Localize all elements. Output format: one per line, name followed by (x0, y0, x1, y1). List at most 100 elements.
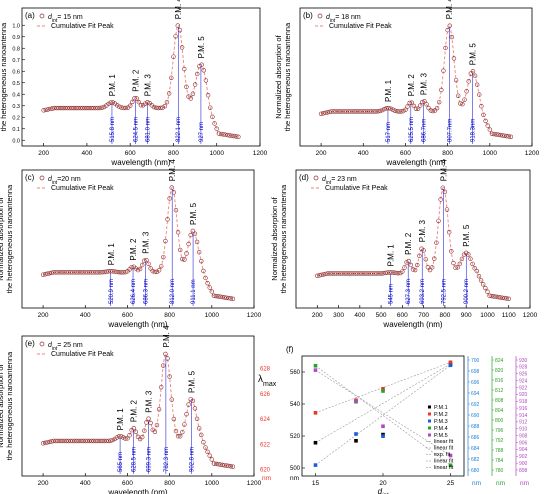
x-tick-label: 300 (333, 312, 344, 319)
data-point (391, 270, 397, 275)
peak-wavelength-label: 807.7nm (447, 119, 453, 142)
data-point (68, 438, 73, 444)
data-point (144, 257, 149, 263)
legend-label: P.M.4 (434, 426, 448, 432)
right-tick-label: 908 (519, 433, 528, 439)
data-point (228, 296, 234, 301)
data-point (344, 271, 350, 276)
data-point (389, 270, 394, 275)
plot-frame (21, 7, 261, 147)
data-point (411, 103, 417, 109)
x-tick-label: 1200 (523, 312, 538, 319)
x-tick-label: 1000 (205, 312, 220, 319)
data-point (138, 103, 144, 108)
data-point (165, 217, 170, 222)
peak-label: P.M. 3 (418, 220, 427, 243)
legend-symbol: d (48, 14, 53, 21)
data-point (66, 438, 71, 444)
x-tick-label: 600 (122, 312, 133, 319)
data-point (123, 105, 129, 111)
data-point (140, 262, 145, 268)
data-point (342, 109, 347, 114)
data-point (224, 463, 229, 468)
data-point (354, 109, 360, 114)
legend-marker (313, 175, 319, 181)
data-point (483, 285, 488, 291)
series-point (313, 368, 318, 372)
data-point (439, 87, 444, 93)
data-point (441, 68, 446, 73)
data-point (173, 428, 179, 434)
data-point (207, 453, 212, 458)
data-point (327, 271, 333, 276)
y-tick-label: 0.4 (12, 92, 20, 98)
data-point (83, 438, 88, 444)
x-tick-label: 1000 (205, 480, 220, 487)
data-point (161, 363, 166, 368)
right-tick-label: 780 (495, 468, 504, 474)
data-point (420, 99, 425, 105)
right-tick-label: 684 (471, 446, 480, 452)
data-point (466, 79, 471, 84)
x-tick-label: 600 (122, 480, 133, 487)
data-point (325, 110, 330, 115)
data-point (169, 397, 174, 402)
x-tick-label: 400 (81, 150, 92, 157)
data-point (500, 133, 505, 138)
data-point (228, 464, 234, 469)
data-point (438, 197, 443, 202)
data-point (86, 105, 92, 111)
data-point (95, 270, 101, 275)
data-point (47, 106, 53, 112)
data-point (106, 101, 111, 107)
legend-label-data: dint= 23 nm (322, 176, 357, 186)
data-point (121, 435, 126, 440)
data-point (236, 134, 241, 140)
legend-symbol: d (322, 176, 327, 183)
data-point (340, 271, 345, 276)
data-point (361, 109, 366, 114)
data-point (368, 271, 373, 276)
plot-frame (21, 335, 255, 477)
data-point (64, 438, 69, 444)
data-point (400, 269, 405, 274)
data-point (367, 109, 372, 114)
data-point (182, 257, 187, 262)
data-point (58, 105, 64, 111)
data-point (192, 82, 198, 87)
legend-label-fit: Cumulative Fit Peak (51, 185, 114, 192)
data-point (332, 271, 337, 276)
series-point (354, 439, 358, 443)
data-point (225, 132, 230, 138)
data-point (182, 66, 187, 72)
data-point (140, 434, 145, 440)
data-point (95, 105, 100, 111)
peak-label: P.M. 3 (142, 231, 151, 254)
data-point (498, 132, 503, 138)
data-point (64, 270, 69, 275)
data-point (60, 105, 66, 111)
data-point (160, 105, 165, 110)
peak-label: P.M. 2 (404, 232, 413, 255)
data-point (358, 109, 364, 114)
data-point (201, 268, 206, 274)
data-point (455, 265, 460, 270)
data-point (211, 293, 217, 298)
data-point (375, 109, 381, 114)
data-point (327, 109, 332, 115)
data-point (89, 105, 94, 111)
data-point (418, 103, 423, 108)
data-point (177, 434, 183, 439)
data-point (61, 438, 67, 444)
data-point (331, 109, 336, 114)
data-point (371, 109, 377, 114)
data-point (493, 132, 499, 137)
pm2-tick-label: 626 (260, 392, 271, 398)
data-point (460, 102, 465, 107)
data-point (496, 132, 501, 137)
legend-symbol: d (48, 176, 53, 183)
data-point (334, 271, 339, 276)
data-point (443, 45, 448, 51)
peak-label: P.M. 4 (162, 325, 171, 348)
peak-wavelength-label: 520.9 nm (109, 279, 115, 304)
